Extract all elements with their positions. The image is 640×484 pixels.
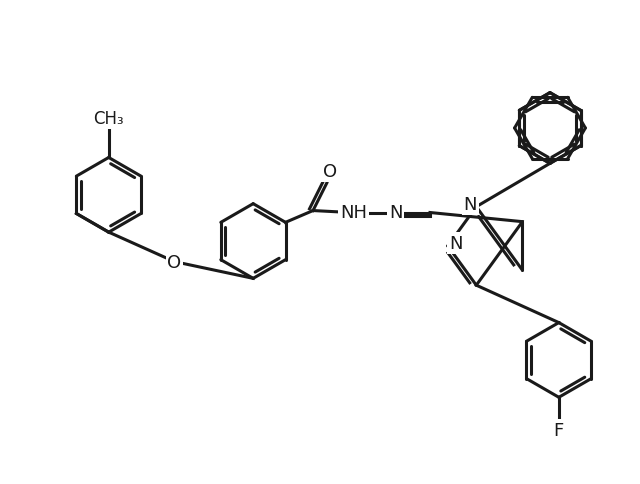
Text: N: N <box>449 234 462 253</box>
Text: NH: NH <box>340 203 367 221</box>
Text: N: N <box>389 203 403 221</box>
Text: O: O <box>323 163 337 181</box>
Text: CH₃: CH₃ <box>93 110 124 128</box>
Text: O: O <box>168 253 182 271</box>
Text: N: N <box>463 196 477 213</box>
Text: F: F <box>554 421 564 439</box>
